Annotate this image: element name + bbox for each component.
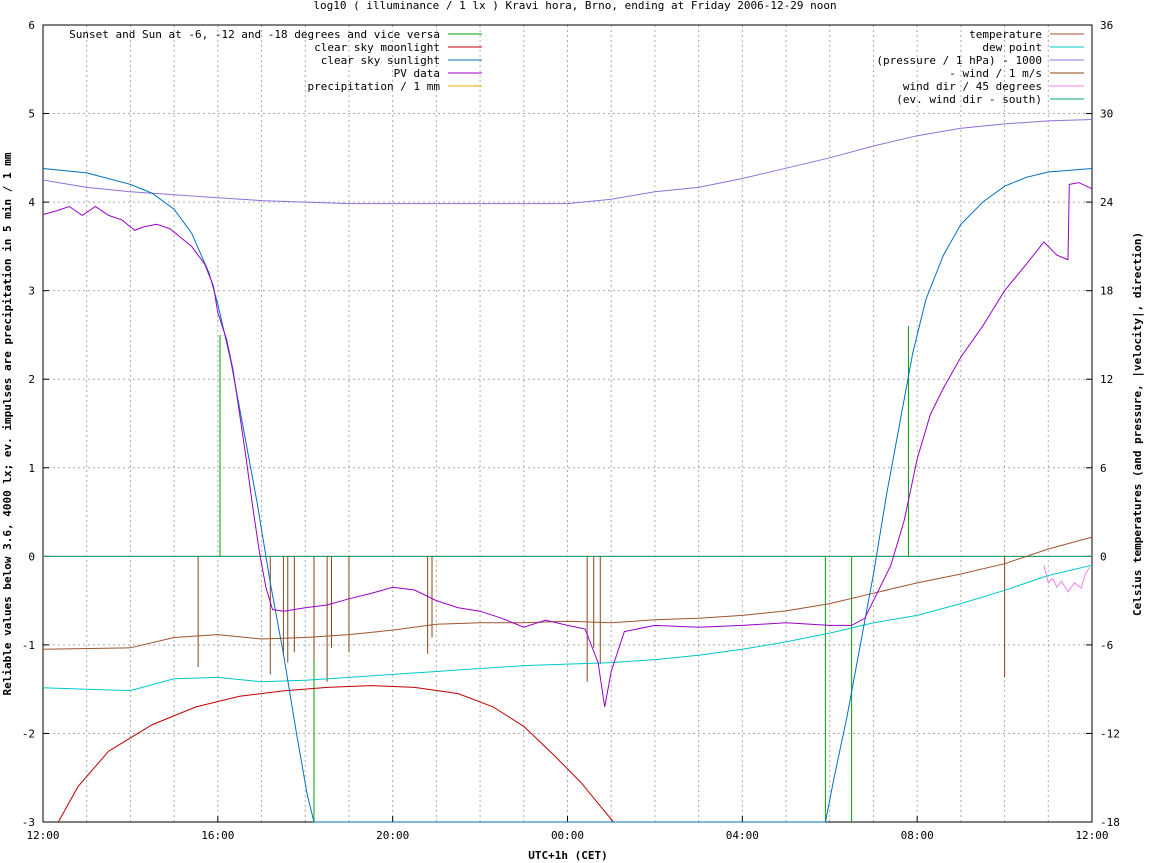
y2-tick-label: -18 [1100,816,1120,829]
moonlight-line [57,685,614,823]
x-tick-label: 12:00 [26,829,59,842]
legend-right-label: (ev. wind dir - south) [896,93,1042,106]
y2-axis-label: Celsius temperatures (and pressure, |vel… [1131,232,1144,616]
y-axis-label: Reliable values below 3.6, 4000 lx; ev. … [1,152,14,695]
x-tick-label: 12:00 [1075,829,1108,842]
x-tick-label: 04:00 [726,829,759,842]
x-tick-label: 20:00 [376,829,409,842]
y-tick-label: 6 [28,19,35,32]
x-axis-label: UTC+1h (CET) [528,849,607,862]
y-tick-label: 2 [28,373,35,386]
y2-tick-label: 18 [1100,285,1113,298]
y-tick-label: 0 [28,550,35,563]
legend-left-label: clear sky sunlight [321,54,440,67]
y2-tick-label: -6 [1100,639,1113,652]
legend-left-label: precipitation / 1 mm [308,80,441,93]
legend: Sunset and Sun at -6, -12 and -18 degree… [69,28,1084,106]
pv-data-line [42,182,1093,707]
dew-point-line [42,564,1093,692]
x-tick-label: 00:00 [551,829,584,842]
y-tick-label: 4 [28,196,35,209]
legend-right-label: wind dir / 45 degrees [903,80,1042,93]
legend-right-label: (pressure / 1 hPa) - 1000 [876,54,1042,67]
y2-tick-labels: -18 -12 -6 0 6 12 18 24 30 36 [1086,19,1120,829]
y2-tick-label: 24 [1100,196,1114,209]
plot-frame [42,24,1093,823]
x-tick-label: 08:00 [901,829,934,842]
gridlines [43,25,1092,822]
y-tick-label: 3 [28,285,35,298]
y2-tick-label: 0 [1100,550,1107,563]
legend-left-label: Sunset and Sun at -6, -12 and -18 degree… [69,28,440,41]
pressure-line [42,119,1093,205]
y-tick-label: -3 [22,816,35,829]
y2-tick-label: 30 [1100,108,1113,121]
y-tick-labels: -3 -2 -1 0 1 2 3 4 5 6 [22,19,49,829]
legend-left-label: clear sky moonlight [314,41,440,54]
data-series [42,119,1093,823]
y2-tick-label: 12 [1100,373,1113,386]
y2-tick-label: -12 [1100,727,1120,740]
chart-title: log10 ( illuminance / 1 lx ) Kravi hora,… [313,0,836,12]
y-tick-label: -2 [22,727,35,740]
y-tick-label: -1 [22,639,35,652]
temperature-line [42,536,1093,650]
wind-dir-line [1043,565,1091,593]
legend-left-label: PV data [394,67,440,80]
x-tick-labels: 12:00 16:00 20:00 00:00 04:00 08:00 12:00 [26,816,1109,842]
y-tick-label: 5 [28,108,35,121]
legend-right-label: temperature [969,28,1042,41]
y2-tick-label: 36 [1100,19,1113,32]
x-tick-label: 16:00 [201,829,234,842]
legend-right-label: dew point [982,41,1042,54]
legend-right-label: - wind / 1 m/s [949,67,1042,80]
y2-tick-label: 6 [1100,462,1107,475]
sunlight-line [42,168,1093,823]
y-tick-label: 1 [28,462,35,475]
